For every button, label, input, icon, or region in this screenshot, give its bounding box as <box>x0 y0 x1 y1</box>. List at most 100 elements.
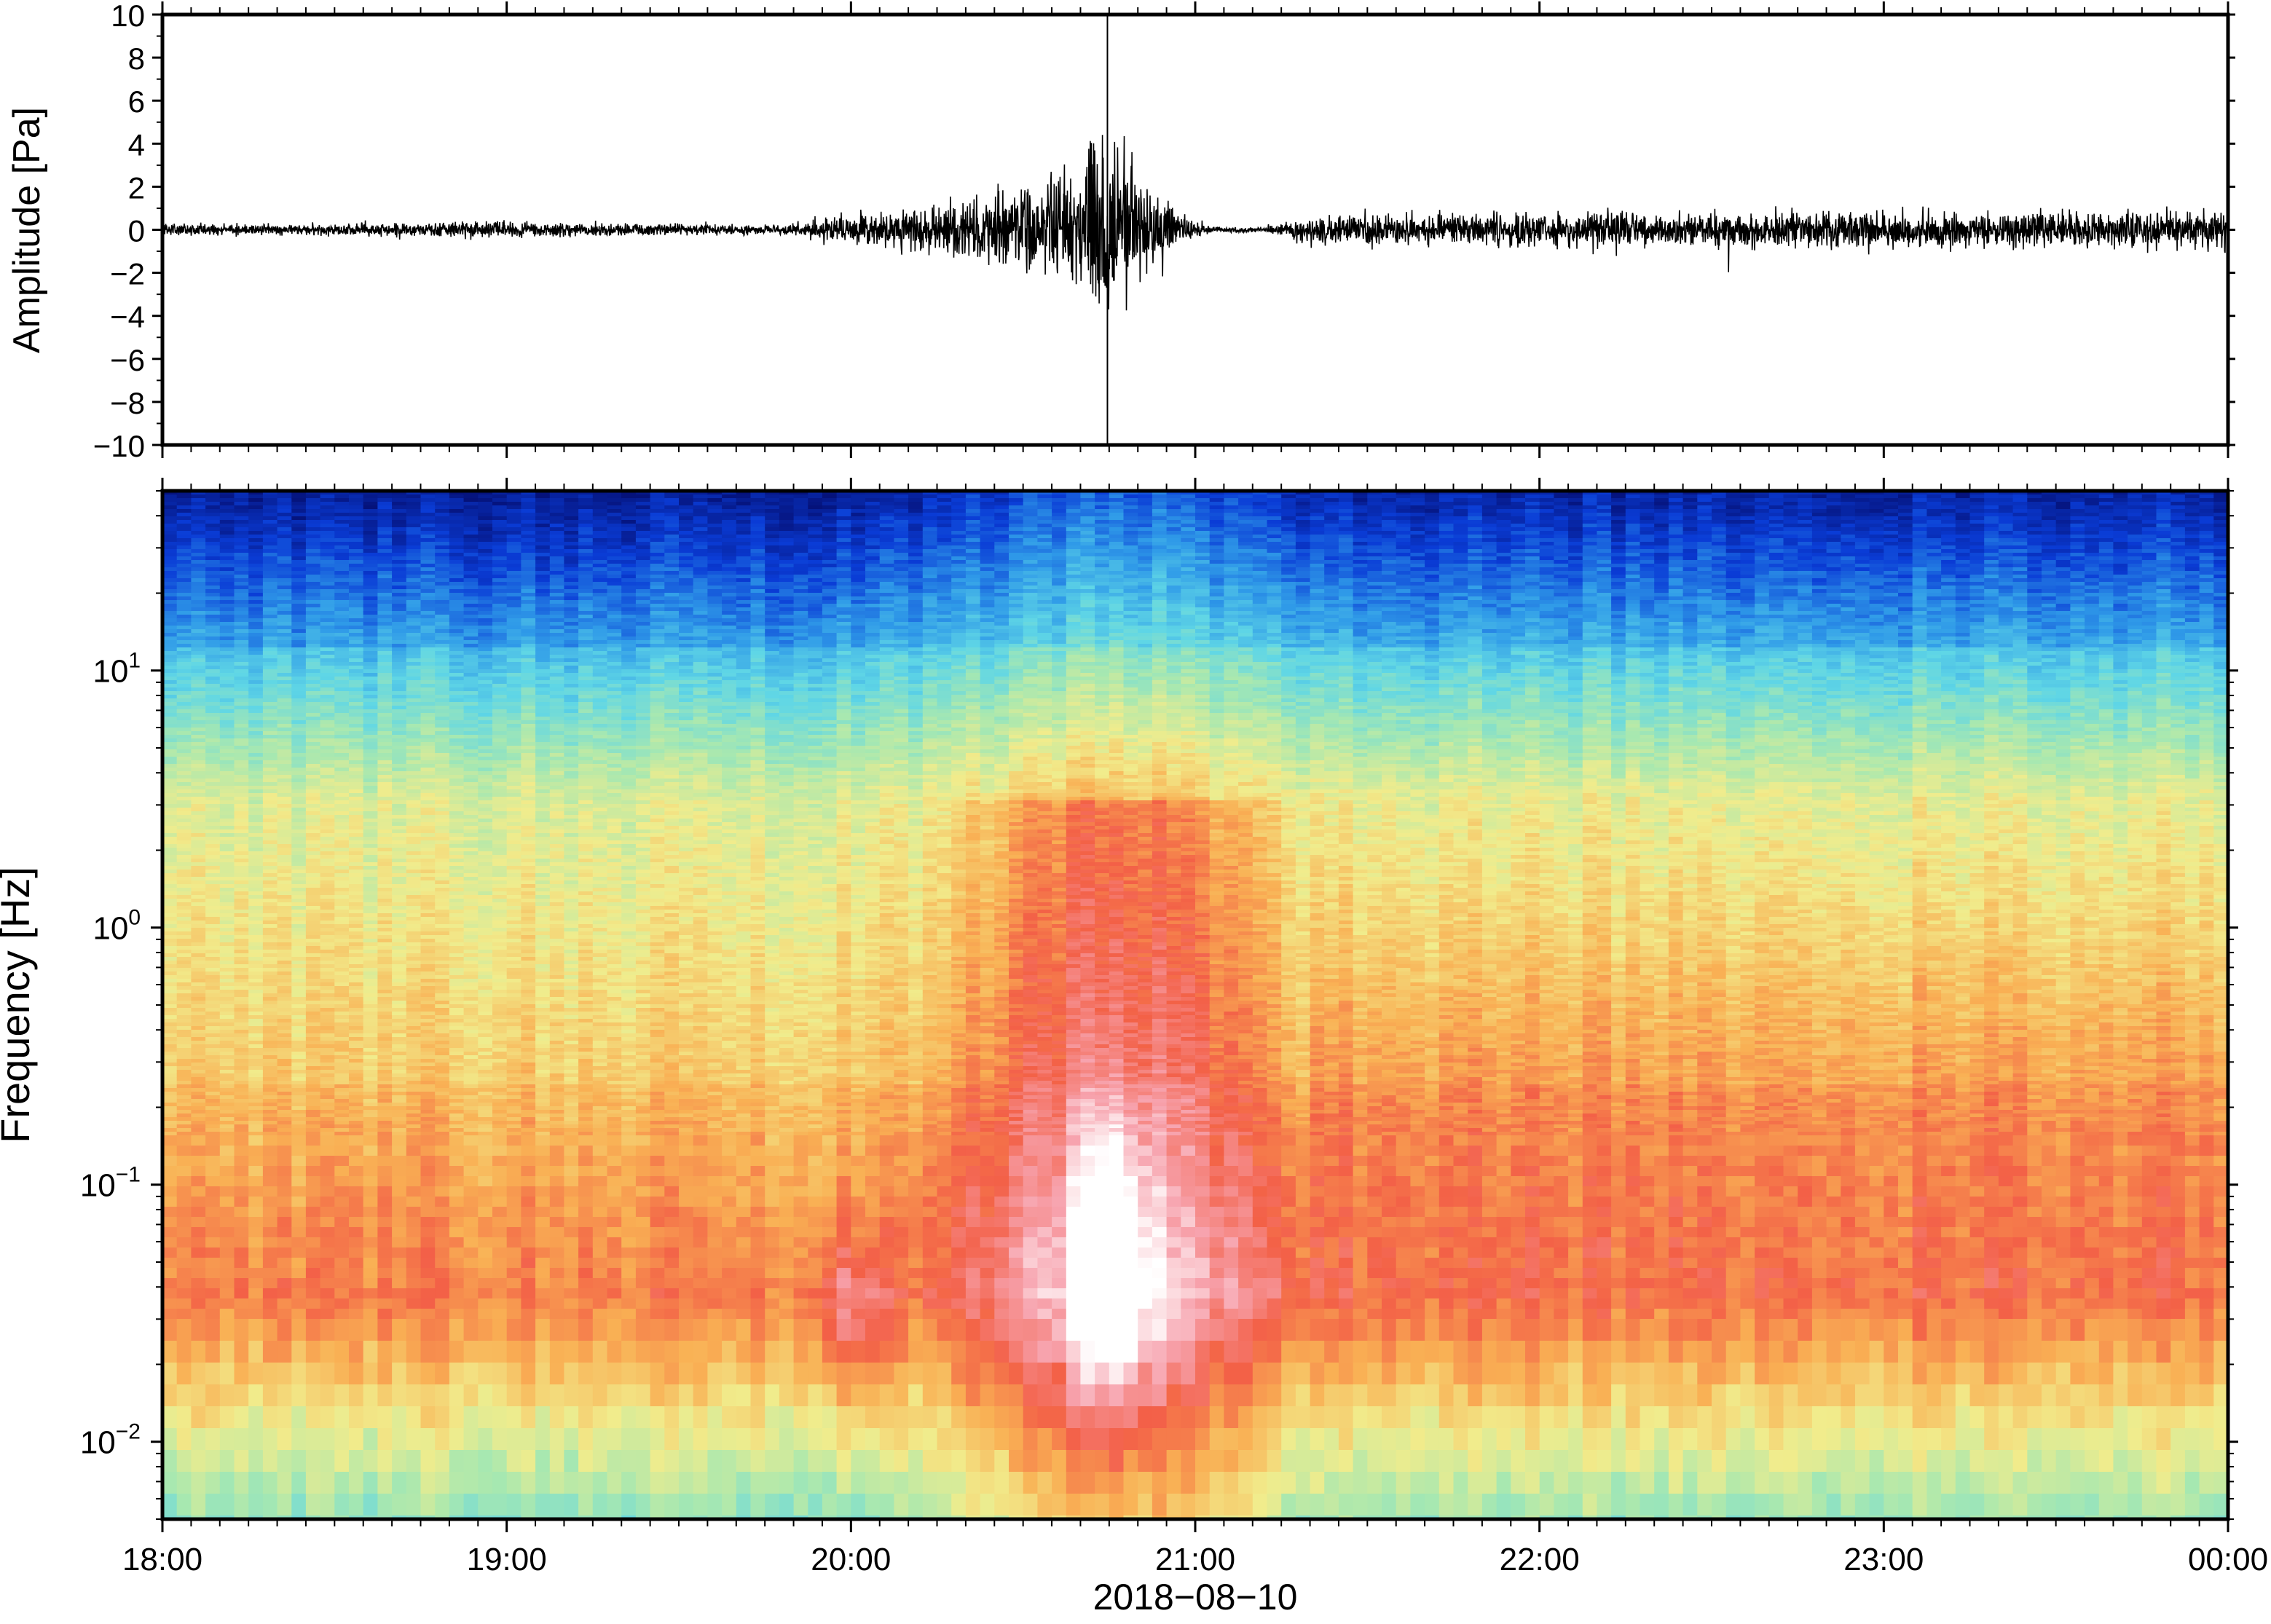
spectrogram-cell <box>406 647 421 652</box>
spectrogram-cell <box>421 819 436 823</box>
spectrogram-cell <box>377 644 392 648</box>
spectrogram-cell <box>191 691 205 695</box>
spectrogram-cell <box>392 797 406 801</box>
spectrogram-cell <box>220 1015 235 1020</box>
spectrogram-cell <box>162 1092 177 1096</box>
spectrogram-cell <box>191 1197 205 1207</box>
spectrogram-cell <box>162 859 177 863</box>
spectrogram-cell <box>162 855 177 859</box>
spectrogram-cell <box>177 870 192 874</box>
spectrogram-cell <box>205 1156 220 1167</box>
spectrogram-cell <box>248 662 263 666</box>
spectrogram-cell <box>306 1092 320 1096</box>
spectrogram-cell <box>263 677 278 681</box>
spectrogram-cell <box>220 746 235 750</box>
spectrogram-cell <box>235 1135 249 1146</box>
spectrogram-cell <box>363 968 378 972</box>
spectrogram-cell <box>306 589 320 594</box>
spectrogram-cell <box>162 542 177 546</box>
spectrogram-cell <box>406 797 421 801</box>
spectrogram-cell <box>349 1156 363 1167</box>
spectrogram-cell <box>421 913 436 918</box>
spectrogram-cell <box>334 596 349 601</box>
spectrogram-cell <box>177 837 192 841</box>
spectrogram-cell <box>320 542 335 546</box>
spectrogram-cell <box>191 1084 205 1089</box>
spectrogram-cell <box>363 698 378 703</box>
spectrogram-cell <box>205 757 220 761</box>
spectrogram-cell <box>162 895 177 899</box>
spectrogram-cell <box>162 513 177 517</box>
spectrogram-cell <box>334 862 349 867</box>
spectrogram-cell <box>306 593 320 597</box>
spectrogram-cell <box>349 1004 363 1009</box>
spectrogram-cell <box>363 1258 378 1269</box>
spectrogram-cell <box>205 549 220 553</box>
spectrogram-cell <box>248 779 263 783</box>
spectrogram-cell <box>191 968 205 972</box>
spectrogram-cell <box>320 877 335 881</box>
spectrogram-cell <box>205 1268 220 1279</box>
spectrogram-cell <box>349 986 363 990</box>
spectrogram-cell <box>421 855 436 859</box>
spectrogram-cell <box>263 1258 278 1269</box>
spectrogram-cell <box>177 775 192 779</box>
spectrogram-cell <box>205 1037 220 1041</box>
spectrogram-cell <box>306 819 320 823</box>
spectrogram-cell <box>248 829 263 834</box>
spectrogram-cell <box>406 789 421 794</box>
spectrogram-cell <box>306 1384 320 1407</box>
spectrogram-cell <box>278 877 292 881</box>
spectrogram-cell <box>278 629 292 634</box>
spectrogram-cell <box>334 575 349 579</box>
spectrogram-cell <box>162 1055 177 1060</box>
spectrogram-cell <box>334 545 349 550</box>
spectrogram-cell <box>320 531 335 535</box>
spectrogram-cell <box>177 655 192 659</box>
spectrogram-cell <box>263 917 278 921</box>
spectrogram-cell <box>278 917 292 921</box>
spectrogram-cell <box>377 793 392 797</box>
spectrogram-cell <box>291 931 306 936</box>
spectrogram-cell <box>320 757 335 761</box>
spectrogram-cell <box>220 724 235 728</box>
spectrogram-cell <box>334 1341 349 1363</box>
spectrogram-cell <box>349 789 363 794</box>
spectrogram-cell <box>235 913 249 918</box>
spectrogram-cell <box>306 717 320 721</box>
spectrogram-cell <box>278 768 292 772</box>
spectrogram-cell <box>306 1110 320 1114</box>
spectrogram-cell <box>306 1319 320 1341</box>
spectrogram-cell <box>278 1268 292 1279</box>
spectrogram-cell <box>377 706 392 710</box>
spectrogram-cell <box>263 742 278 746</box>
spectrogram-cell <box>162 826 177 830</box>
spectrogram-cell <box>205 1124 220 1129</box>
spectrogram-cell <box>205 942 220 947</box>
spectrogram-cell <box>205 596 220 601</box>
spectrogram-cell <box>235 924 249 929</box>
spectrogram-cell <box>235 768 249 772</box>
spectrogram-cell <box>320 1428 335 1451</box>
spectrogram-cell <box>349 913 363 918</box>
spectrogram-cell <box>291 848 306 852</box>
spectrogram-cell <box>291 1124 306 1129</box>
spectrogram-cell <box>320 1092 335 1096</box>
spectrogram-cell <box>363 753 378 757</box>
spectrogram-cell <box>421 931 436 936</box>
spectrogram-cell <box>263 542 278 546</box>
spectrogram-cell <box>278 1156 292 1167</box>
spectrogram-cell <box>235 1022 249 1027</box>
spectrogram-cell <box>377 950 392 954</box>
spectrogram-cell <box>392 1088 406 1092</box>
spectrogram-cell <box>421 946 436 950</box>
spectrogram-cell <box>377 1197 392 1207</box>
spectrogram-cell <box>421 724 436 728</box>
spectrogram-cell <box>334 1298 349 1309</box>
spectrogram-cell <box>235 724 249 728</box>
spectrogram-cell <box>320 520 335 524</box>
spectrogram-cell <box>349 1132 363 1136</box>
spectrogram-cell <box>220 1247 235 1258</box>
spectrogram-cell <box>205 793 220 797</box>
spectrogram-cell <box>421 950 436 954</box>
